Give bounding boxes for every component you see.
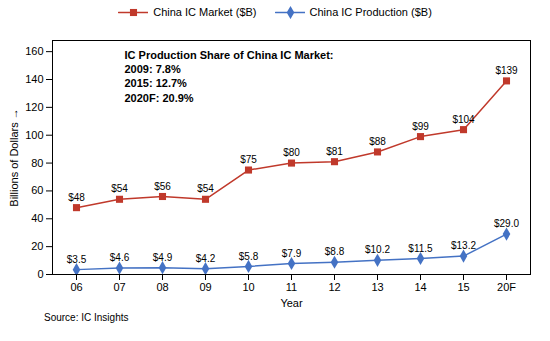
svg-text:$10.2: $10.2 <box>365 244 390 255</box>
svg-text:$13.2: $13.2 <box>451 240 476 251</box>
svg-text:120: 120 <box>25 101 43 113</box>
svg-text:20: 20 <box>31 240 43 252</box>
svg-text:40: 40 <box>31 212 43 224</box>
html-text:Source: IC Insights: Source: IC Insights <box>44 312 129 323</box>
svg-text:10: 10 <box>242 281 254 293</box>
svg-text:$56: $56 <box>154 181 171 192</box>
svg-text:$81: $81 <box>326 146 343 157</box>
svg-text:$11.5: $11.5 <box>408 243 433 254</box>
svg-text:$4.9: $4.9 <box>153 252 173 263</box>
svg-text:07: 07 <box>113 281 125 293</box>
svg-text:$75: $75 <box>240 154 257 165</box>
svg-text:12: 12 <box>328 281 340 293</box>
svg-text:$29.0: $29.0 <box>494 218 519 229</box>
svg-text:$139: $139 <box>495 65 518 76</box>
svg-text:$48: $48 <box>68 192 85 203</box>
svg-text:$4.6: $4.6 <box>110 252 130 263</box>
html-text:China IC Market ($B): China IC Market ($B) <box>153 6 257 18</box>
svg-text:160: 160 <box>25 45 43 57</box>
svg-text:06: 06 <box>70 281 82 293</box>
svg-text:$8.8: $8.8 <box>325 246 345 257</box>
svg-text:20F: 20F <box>497 281 516 293</box>
svg-text:$54: $54 <box>197 183 214 194</box>
svg-text:140: 140 <box>25 73 43 85</box>
svg-text:$80: $80 <box>283 147 300 158</box>
svg-text:$54: $54 <box>111 183 128 194</box>
svg-text:Billions of Dollars →: Billions of Dollars → <box>8 108 20 206</box>
svg-text:09: 09 <box>199 281 211 293</box>
svg-text:Year: Year <box>280 297 303 309</box>
svg-text:0: 0 <box>37 268 43 280</box>
svg-text:100: 100 <box>25 129 43 141</box>
svg-text:$4.2: $4.2 <box>196 253 216 264</box>
svg-text:$99: $99 <box>412 121 429 132</box>
svg-text:$7.9: $7.9 <box>282 248 302 259</box>
svg-text:$88: $88 <box>369 136 386 147</box>
html-text:China IC Production ($B): China IC Production ($B) <box>309 6 432 18</box>
svg-text:$5.8: $5.8 <box>239 251 259 262</box>
svg-text:15: 15 <box>457 281 469 293</box>
svg-text:13: 13 <box>371 281 383 293</box>
svg-text:$3.5: $3.5 <box>67 254 87 265</box>
svg-text:14: 14 <box>414 281 426 293</box>
svg-text:$104: $104 <box>452 114 475 125</box>
svg-text:80: 80 <box>31 157 43 169</box>
svg-text:60: 60 <box>31 184 43 196</box>
svg-text:IC Production Share of China I: IC Production Share of China IC Market:2… <box>125 49 334 104</box>
svg-text:11: 11 <box>286 281 297 293</box>
svg-text:08: 08 <box>156 281 168 293</box>
